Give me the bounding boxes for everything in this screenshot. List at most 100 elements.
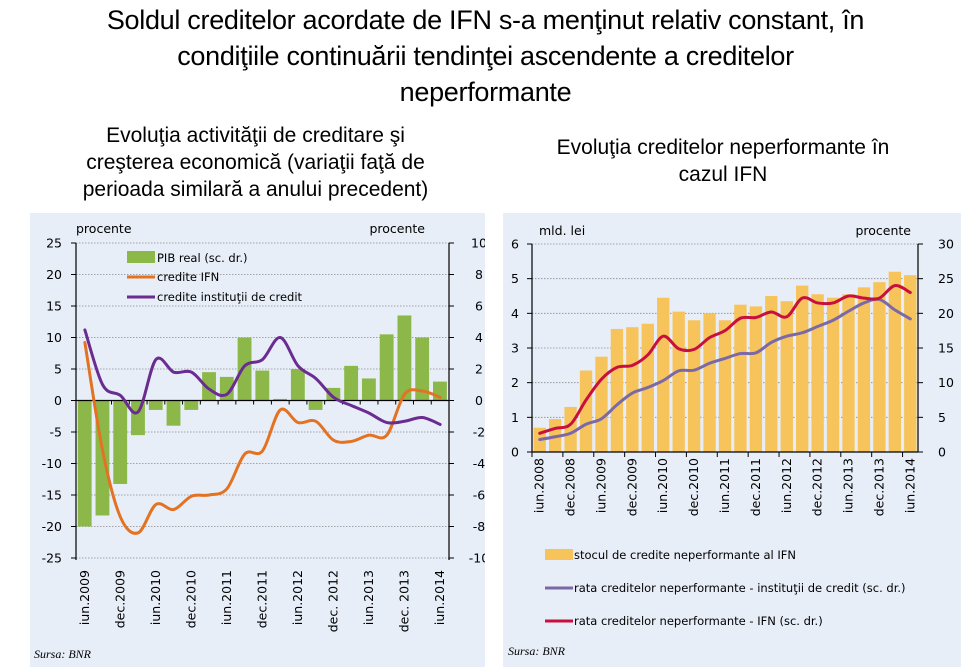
legend-swatch-stoc (545, 549, 573, 560)
bar-stoc-credite-neperformante (687, 320, 701, 452)
x-tick-label: iun.2014 (902, 458, 917, 513)
bar-stoc-credite-neperformante (826, 297, 840, 452)
right-y-tick-label: 4 (475, 330, 483, 345)
legend-label-rata-ic: rata creditelor neperformante - instituţ… (574, 581, 906, 595)
left-chart-title-line: creşterea economică (variaţii faţă de (86, 151, 425, 174)
legend-swatch-pib-real (127, 251, 155, 263)
line-credite-ic (83, 328, 442, 426)
bar-pib-real (202, 372, 216, 401)
bar-stoc-credite-neperformante (811, 294, 824, 452)
left-chart-title-line: perioada similară a anului precedent) (82, 178, 429, 201)
left-y-tick-label: 2 (511, 375, 519, 390)
x-tick-label: iun.2014 (432, 570, 447, 625)
bar-pib-real (326, 387, 341, 401)
bar-stoc-credite-neperformante (734, 304, 747, 452)
left-y-tick-label: 0 (54, 393, 62, 408)
left-axis-label: procente (76, 221, 132, 236)
x-tick-label: dec.2009 (112, 570, 127, 628)
bar-pib-real (166, 400, 181, 426)
right-y-tick-label: 20 (938, 306, 954, 321)
right-chart-title: Evoluţia creditelor neperformante în caz… (503, 134, 943, 188)
legend-label-pib-real: PIB real (sc. dr.) (157, 251, 248, 265)
left-y-tick-label: 25 (46, 236, 62, 251)
right-y-tick-label: -6 (473, 488, 485, 503)
bar-pib-real (184, 400, 199, 410)
left-y-tick-label: -10 (42, 456, 62, 471)
bar-stoc-credite-neperformante (842, 294, 855, 452)
left-y-tick-label: 1 (511, 410, 519, 425)
main-title-line: condiţiile continuării tendinţei ascende… (177, 41, 794, 71)
source-note: Sursa: BNR (508, 644, 566, 658)
x-tick-label: iun.2008 (532, 458, 547, 513)
x-tick-label: iun.2009 (77, 570, 92, 625)
bar-stoc-credite-neperformante (904, 275, 917, 452)
x-tick-label: dec.2011 (255, 570, 270, 628)
left-y-tick-label: 4 (511, 306, 519, 321)
left-y-tick-label: 5 (54, 362, 62, 377)
left-y-tick-label: 20 (46, 267, 62, 282)
bar-stoc-credite-neperformante (657, 297, 670, 452)
left-y-tick-label: 15 (46, 299, 62, 314)
right-y-tick-label: 15 (938, 341, 954, 356)
bar-pib-real (361, 378, 376, 401)
line-rata-ifn (538, 284, 912, 435)
x-tick-label: iun.2010 (148, 570, 163, 625)
left-y-tick-label: 10 (46, 330, 62, 345)
legend-label-stoc: stocul de credite neperformante al IFN (574, 548, 796, 562)
bar-pib-real (415, 337, 430, 401)
line-rata-ic (538, 297, 912, 442)
bar-pib-real (379, 334, 394, 401)
main-title-line: neperformante (399, 77, 572, 107)
bar-stoc-credite-neperformante (610, 328, 624, 452)
left-y-tick-label: -20 (42, 519, 62, 534)
x-tick-label: iun.2012 (779, 458, 794, 513)
bar-pib-real (113, 400, 128, 484)
bar-stoc-credite-neperformante (873, 282, 886, 452)
bar-stoc-credite-neperformante (780, 301, 793, 452)
right-y-tick-label: 6 (475, 299, 483, 314)
right-y-tick-label: -10 (469, 551, 485, 566)
x-tick-label: dec.2008 (563, 458, 578, 516)
left-chart-svg: 2520151050-5-10-15-20-251086420-2-4-6-8-… (34, 221, 485, 661)
x-tick-label: iun.2012 (290, 570, 305, 625)
right-chart-title-line: Evoluţia creditelor neperformante în (556, 136, 890, 159)
x-tick-label: dec.2013 (871, 458, 886, 516)
right-y-tick-label: 5 (938, 410, 946, 425)
bar-stoc-credite-neperformante (765, 296, 778, 452)
right-y-tick-label: -4 (473, 456, 485, 471)
legend-label-rata-ifn: rata creditelor neperformante - IFN (sc.… (574, 614, 823, 628)
x-tick-label: dec.2010 (183, 570, 198, 628)
right-axis-label: procente (855, 223, 911, 238)
main-title-line: Soldul creditelor acordate de IFN s-a me… (106, 5, 865, 35)
x-tick-label: dec.2012 (810, 458, 825, 516)
bar-stoc-credite-neperformante (857, 287, 871, 452)
right-axis-label: procente (369, 221, 425, 236)
x-tick-label: dec. 2012 (326, 570, 341, 632)
left-y-tick-label: 3 (511, 341, 519, 356)
right-y-tick-label: 0 (938, 445, 946, 460)
x-tick-label: iun.2011 (717, 458, 732, 513)
bar-stoc-credite-neperformante (718, 320, 732, 452)
x-tick-label: iun.2013 (841, 458, 856, 513)
bar-stoc-credite-neperformante (579, 370, 593, 452)
x-tick-label: dec.2010 (686, 458, 701, 516)
bar-stoc-credite-neperformante (626, 327, 639, 452)
right-y-tick-label: 10 (938, 375, 954, 390)
bar-pib-real (255, 370, 270, 401)
left-y-tick-label: -15 (42, 488, 62, 503)
bar-stoc-credite-neperformante (595, 356, 608, 452)
right-y-tick-label: 30 (938, 237, 954, 252)
right-y-tick-label: 25 (938, 271, 954, 286)
bar-stoc-credite-neperformante (796, 285, 809, 452)
bar-stoc-credite-neperformante (749, 306, 763, 452)
right-y-tick-label: -2 (473, 425, 485, 440)
x-tick-label: dec.2011 (748, 458, 763, 516)
legend-label-credite-ifn: credite IFN (157, 270, 219, 284)
left-chart-title: Evoluţia activităţii de creditare şi cre… (28, 122, 483, 203)
bar-pib-real (148, 400, 163, 410)
bar-pib-real (344, 365, 359, 401)
left-y-tick-label: 5 (511, 271, 519, 286)
x-tick-label: dec. 2013 (397, 570, 412, 632)
bar-pib-real (77, 400, 92, 527)
